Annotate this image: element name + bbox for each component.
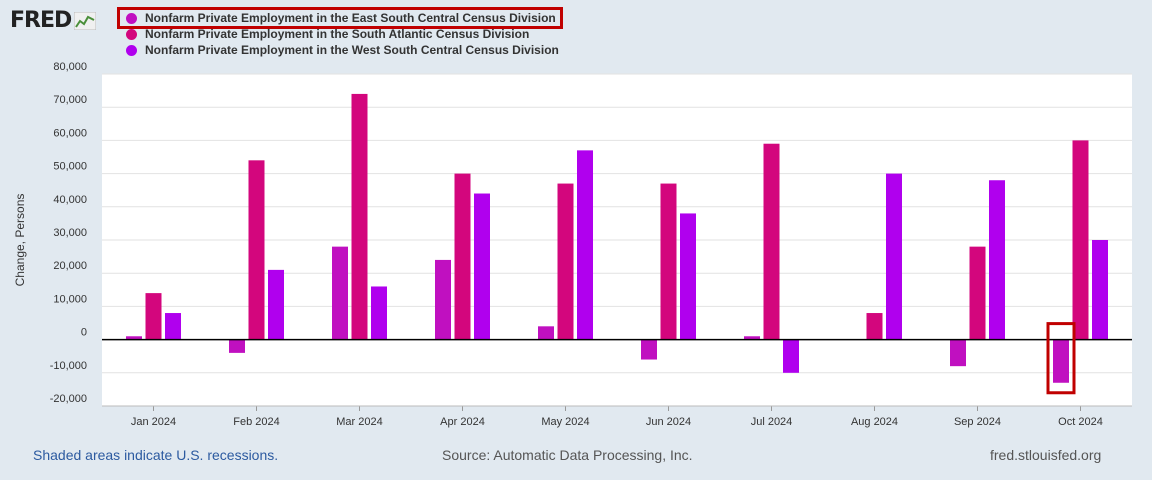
bar <box>474 193 490 340</box>
source-note: Source: Automatic Data Processing, Inc. <box>442 447 693 463</box>
bar <box>248 160 265 340</box>
bar <box>165 313 181 340</box>
bar <box>680 213 696 340</box>
y-tick-label: 0 <box>81 327 87 339</box>
annotation-box <box>1046 322 1076 395</box>
bar <box>950 339 966 367</box>
x-tick-label: Jun 2024 <box>646 416 691 428</box>
y-tick-label: -20,000 <box>50 393 87 405</box>
legend-label: Nonfarm Private Employment in the West S… <box>145 43 559 57</box>
bar <box>1072 140 1089 340</box>
y-tick-label: 50,000 <box>53 161 87 173</box>
y-tick-label: 20,000 <box>53 260 87 272</box>
legend-label: Nonfarm Private Employment in the South … <box>145 27 530 41</box>
bar <box>371 286 387 340</box>
bar <box>268 269 284 340</box>
bar <box>577 150 593 340</box>
x-tick-label: Jul 2024 <box>751 416 793 428</box>
bar <box>126 336 142 340</box>
bar <box>1053 339 1069 383</box>
bar-chart: 80,000 70,000 60,000 50,000 40,000 30,000 20,0… <box>13 61 1132 428</box>
x-tick-label: Feb 2024 <box>233 416 279 428</box>
bar <box>145 293 162 340</box>
bar <box>783 339 799 373</box>
bar <box>454 173 471 340</box>
bar <box>763 143 780 340</box>
bar <box>557 183 574 340</box>
legend-item[interactable]: Nonfarm Private Employment in the South … <box>120 26 560 42</box>
y-tick-label: 70,000 <box>53 94 87 106</box>
y-axis-title: Change, Persons <box>13 194 27 287</box>
chart-line-icon <box>74 11 97 30</box>
x-tick-label: Mar 2024 <box>336 416 382 428</box>
x-tick-label: Oct 2024 <box>1058 416 1103 428</box>
x-tick-label: May 2024 <box>541 416 589 428</box>
bar <box>886 173 902 340</box>
bar <box>351 93 368 340</box>
bar <box>1092 240 1108 340</box>
bar <box>660 183 677 340</box>
legend-dot-icon <box>126 12 137 24</box>
y-tick-label: 60,000 <box>53 127 87 139</box>
y-tick-label: 10,000 <box>53 293 87 305</box>
y-tick-label: -10,000 <box>50 360 87 372</box>
fred-logo[interactable]: FRED <box>10 8 97 33</box>
recession-note[interactable]: Shaded areas indicate U.S. recessions. <box>33 447 279 463</box>
y-tick-label: 80,000 <box>53 61 87 73</box>
bar <box>641 339 657 360</box>
y-tick-label: 30,000 <box>53 227 87 239</box>
site-link[interactable]: fred.stlouisfed.org <box>990 447 1102 463</box>
bar <box>229 339 245 353</box>
bar <box>538 326 554 340</box>
bar <box>866 313 883 340</box>
legend-label: Nonfarm Private Employment in the East S… <box>145 11 556 25</box>
x-tick-label: Sep 2024 <box>954 416 1001 428</box>
bar <box>989 180 1005 340</box>
x-tick-label: Apr 2024 <box>440 416 485 428</box>
y-tick-label: 40,000 <box>53 194 87 206</box>
legend-item[interactable]: Nonfarm Private Employment in the East S… <box>117 7 563 29</box>
bar <box>744 336 760 340</box>
fred-logo-text: FRED <box>10 8 72 33</box>
bar <box>969 246 986 340</box>
x-tick-label: Aug 2024 <box>851 416 898 428</box>
bar <box>435 259 451 340</box>
chart-legend: Nonfarm Private Employment in the East S… <box>117 7 563 58</box>
legend-item[interactable]: Nonfarm Private Employment in the West S… <box>120 42 560 58</box>
legend-dot-icon <box>126 44 137 56</box>
legend-dot-icon <box>126 28 137 40</box>
x-tick-label: Jan 2024 <box>131 416 176 428</box>
bar <box>332 246 348 340</box>
